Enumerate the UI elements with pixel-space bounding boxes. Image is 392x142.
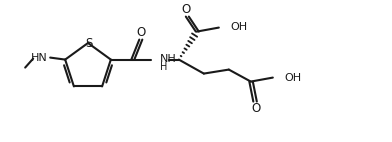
Text: O: O	[136, 26, 145, 39]
Text: HN: HN	[31, 53, 47, 63]
Text: OH: OH	[231, 22, 248, 32]
Text: NH: NH	[160, 54, 176, 64]
Text: H: H	[160, 62, 167, 72]
Text: S: S	[85, 36, 93, 50]
Text: OH: OH	[285, 73, 302, 83]
Text: O: O	[181, 3, 191, 16]
Text: O: O	[251, 102, 260, 115]
